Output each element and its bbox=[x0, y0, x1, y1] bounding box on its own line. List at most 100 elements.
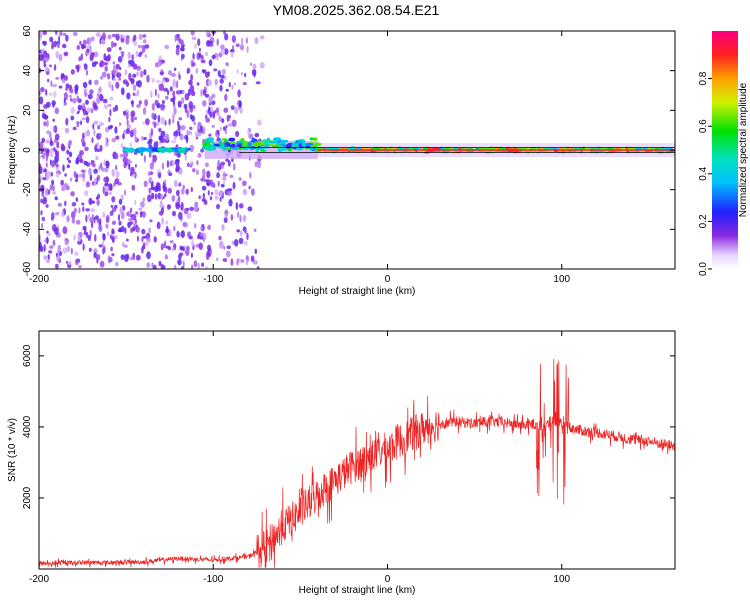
spectrogram-speckle bbox=[62, 164, 65, 172]
spectrogram-speckle bbox=[142, 136, 147, 141]
spectrogram-speckle bbox=[63, 97, 66, 103]
spectrogram-speckle bbox=[224, 210, 229, 215]
spectrogram-speckle bbox=[146, 251, 151, 260]
spectrogram-speckle bbox=[49, 184, 54, 191]
spectrogram-blob bbox=[313, 142, 322, 147]
spectrogram-speckle bbox=[105, 136, 108, 143]
spectrogram-speckle bbox=[221, 224, 225, 231]
spectrogram-speckle bbox=[49, 64, 52, 68]
spectrogram-speckle bbox=[115, 81, 120, 89]
spectrogram-ytick-label: 40 bbox=[22, 65, 33, 77]
spectrogram-speckle bbox=[219, 84, 223, 92]
spectrogram-speckle bbox=[109, 184, 113, 191]
spectrogram-speckle bbox=[165, 133, 170, 141]
spectrogram-speckle bbox=[95, 254, 101, 261]
spectrogram-speckle bbox=[259, 61, 265, 69]
spectrogram-speckle bbox=[102, 98, 108, 104]
spectrogram-speckle bbox=[173, 104, 176, 110]
spectrogram-speckle bbox=[71, 202, 77, 207]
spectrogram-speckle bbox=[233, 239, 239, 247]
spectrogram-speckle bbox=[58, 85, 63, 89]
spectrogram-speckle bbox=[42, 41, 47, 46]
spectrogram-speckle bbox=[229, 174, 234, 179]
spectrogram-speckle bbox=[216, 172, 221, 179]
spectrogram-speckle bbox=[220, 126, 222, 131]
spectrogram-speckle bbox=[208, 59, 213, 67]
spectrogram-blob bbox=[247, 142, 252, 146]
spectrogram-speckle bbox=[177, 100, 182, 108]
spectrogram-speckle bbox=[148, 176, 153, 183]
spectrogram-speckle bbox=[134, 199, 137, 205]
spectrogram-speckle bbox=[255, 81, 261, 85]
spectrogram-speckle bbox=[173, 226, 176, 231]
spectrogram-speckle bbox=[111, 169, 115, 177]
spectrogram-speckle bbox=[85, 214, 88, 223]
spectrogram-speckle bbox=[88, 79, 92, 86]
spectrogram-speckle bbox=[217, 70, 221, 77]
spectrogram-speckle bbox=[226, 245, 231, 249]
spectrogram-speckle bbox=[91, 137, 94, 144]
spectrogram-speckle bbox=[147, 171, 151, 176]
spectrogram-speckle bbox=[41, 223, 43, 229]
spectrogram-speckle bbox=[234, 106, 239, 115]
spectrogram-blob bbox=[166, 147, 172, 152]
spectrogram-speckle bbox=[123, 157, 128, 163]
spectrogram-speckle bbox=[177, 124, 181, 130]
spectrogram-speckle bbox=[136, 89, 140, 96]
spectrogram-speckle bbox=[138, 207, 143, 211]
spectrogram-ytick-label: 60 bbox=[22, 25, 33, 37]
spectrogram-speckle bbox=[83, 63, 88, 71]
spectrogram-speckle bbox=[99, 86, 102, 93]
spectrogram-speckle bbox=[39, 54, 44, 62]
spectrogram-speckle bbox=[230, 214, 234, 221]
spectrogram-speckle bbox=[130, 166, 135, 175]
spectrogram-speckle bbox=[239, 203, 244, 209]
spectrogram-blob bbox=[276, 141, 281, 146]
spectrogram-speckle bbox=[40, 87, 45, 93]
spectrogram-speckle bbox=[52, 125, 55, 133]
spectrogram-speckle bbox=[225, 88, 229, 92]
spectrogram-speckle bbox=[221, 118, 225, 124]
spectrogram-speckle bbox=[90, 208, 95, 213]
spectrogram-speckle bbox=[215, 107, 220, 113]
spectrogram-speckle bbox=[100, 76, 103, 80]
spectrogram-speckle bbox=[211, 93, 216, 99]
spectrogram-blob bbox=[206, 137, 215, 142]
spectrogram-speckle bbox=[178, 211, 183, 220]
spectrogram-speckle bbox=[60, 73, 65, 79]
spectrogram-speckle bbox=[149, 219, 153, 223]
spectrogram-speckle bbox=[45, 139, 50, 144]
spectrogram-speckle bbox=[187, 231, 191, 238]
spectrogram-speckle bbox=[96, 93, 100, 97]
spectrogram-speckle bbox=[111, 33, 117, 38]
spectrogram-speckle bbox=[194, 201, 199, 207]
spectrogram-speckle bbox=[160, 263, 164, 269]
spectrogram-speckle bbox=[169, 160, 173, 167]
spectrogram-speckle bbox=[50, 80, 53, 88]
spectrogram-speckle bbox=[104, 142, 109, 148]
spectrogram-speckle bbox=[72, 31, 78, 37]
spectrogram-speckle bbox=[143, 242, 146, 247]
spectrogram-speckle bbox=[231, 240, 235, 245]
spectrogram-speckle bbox=[164, 186, 168, 194]
spectrogram-speckle bbox=[115, 170, 120, 179]
spectrogram-speckle bbox=[186, 207, 190, 211]
spectrogram-speckle bbox=[136, 65, 142, 71]
spectrogram-speckle bbox=[142, 197, 146, 202]
spectrogram-speckle bbox=[197, 234, 200, 240]
spectrogram-speckle bbox=[72, 97, 77, 104]
spectrogram-speckle bbox=[45, 162, 48, 168]
spectrogram-speckle bbox=[60, 179, 65, 186]
spectrogram-speckle bbox=[216, 54, 219, 61]
spectrogram-speckle bbox=[151, 192, 155, 200]
spectrogram-speckle bbox=[104, 65, 108, 72]
spectrogram-speckle bbox=[69, 94, 72, 98]
spectrogram-speckle bbox=[222, 126, 226, 131]
spectrogram-speckle bbox=[94, 79, 99, 86]
spectrogram-speckle bbox=[188, 79, 193, 86]
spectrogram-blob bbox=[205, 144, 214, 148]
spectrogram-speckle bbox=[89, 89, 94, 95]
spectrogram-speckle bbox=[109, 108, 112, 117]
spectrogram-speckle bbox=[90, 200, 95, 204]
spectrogram-speckle bbox=[110, 204, 114, 208]
